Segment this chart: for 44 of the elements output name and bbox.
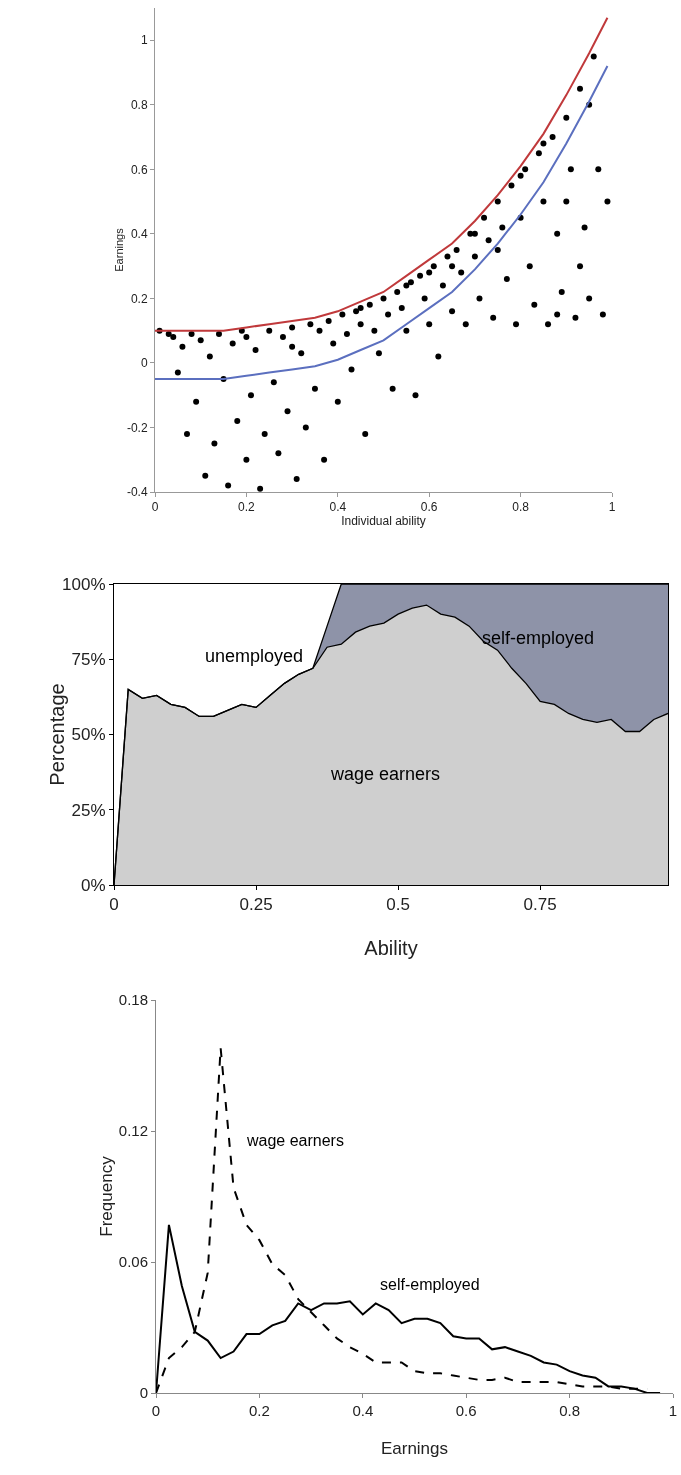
y-tick-label: 0 <box>140 356 148 371</box>
y-tick-label: 0.4 <box>130 227 148 242</box>
x-tick-label: 0.8 <box>559 1402 581 1419</box>
y-tick-label: 0.06 <box>118 1253 148 1271</box>
y-tick-label: 0.2 <box>130 291 148 306</box>
x-tick-label: 0.6 <box>455 1402 477 1419</box>
y-tick-label: 0.6 <box>130 162 148 177</box>
x-axis-title: Individual ability <box>341 514 426 529</box>
x-tick-label: 0.25 <box>239 895 273 915</box>
series-label: self-employed <box>380 1276 480 1293</box>
y-axis-title: Frequency <box>97 1155 116 1237</box>
y-tick-label: 1 <box>140 33 148 48</box>
line-series <box>155 65 609 381</box>
y-axis-title: Earnings <box>113 227 125 272</box>
y-tick-label: 25% <box>71 800 106 820</box>
series-label: self-employed <box>482 628 595 648</box>
y-tick-label: 0.18 <box>118 991 148 1009</box>
x-tick-label: 0.6 <box>420 500 438 515</box>
series-label: wage earners <box>246 1132 344 1149</box>
x-tick-label: 0.75 <box>523 895 557 915</box>
x-tick-label: 0.2 <box>248 1402 270 1419</box>
x-tick-label: 0.8 <box>512 500 530 515</box>
x-tick-label: 0 <box>151 500 159 515</box>
x-tick-label: 0.2 <box>238 500 256 515</box>
annotation: unemployed <box>205 646 304 666</box>
y-tick-label: 0.12 <box>118 1122 148 1140</box>
y-tick-label: 75% <box>71 650 106 670</box>
x-tick-label: 0.4 <box>329 500 347 515</box>
x-tick-label: 1 <box>668 1402 678 1419</box>
y-tick-label: 100% <box>62 574 106 594</box>
series-label: wage earners <box>330 764 441 784</box>
y-tick-label: 0% <box>81 875 106 895</box>
y-tick-label: 0.8 <box>130 98 148 112</box>
y-tick-label: 0 <box>139 1384 148 1402</box>
y-tick-label: -0.4 <box>126 485 148 500</box>
y-axis-title: Percentage <box>46 683 68 786</box>
x-tick-label: 0.5 <box>386 895 410 915</box>
y-tick-label: -0.2 <box>126 420 148 435</box>
x-axis-title: Ability <box>364 937 418 959</box>
x-tick-label: 0.4 <box>352 1402 374 1419</box>
x-tick-label: 1 <box>608 500 616 515</box>
y-tick-label: 50% <box>71 725 106 745</box>
x-axis-title: Earnings <box>380 1439 449 1458</box>
x-tick-label: 0 <box>151 1402 161 1419</box>
